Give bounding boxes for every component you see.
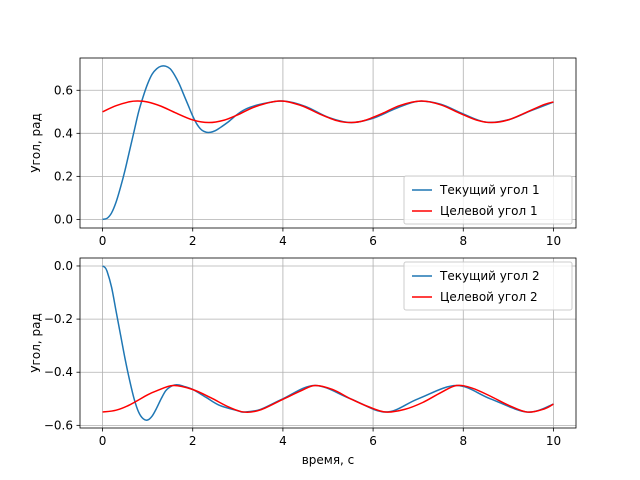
y-axis-label: Угол, рад (29, 313, 43, 373)
y-tick-label-0: 0.0 (54, 212, 73, 226)
x-axis-label: время, с (302, 453, 355, 467)
axes-frame (79, 57, 577, 229)
x-tick-label-5: 10 (546, 434, 561, 448)
y-tick-label-2: 0.4 (54, 126, 73, 140)
series-line-0 (102, 65, 554, 221)
x-tick-label-0: 0 (99, 234, 107, 248)
y-tick-label-3: −0.6 (44, 418, 73, 432)
x-tick-label-3: 6 (369, 434, 377, 448)
legend-box (403, 261, 573, 311)
legend: Текущий угол 2 Целевой угол 2 (403, 261, 573, 311)
series-line-1 (102, 100, 554, 124)
legend-entry-0: Текущий угол 2 (439, 269, 540, 283)
legend-box (403, 175, 573, 225)
y-tick-label-1: 0.2 (54, 169, 73, 183)
y-tick-label-1: −0.2 (44, 312, 73, 326)
bottom-subplot: 0 2 4 6 8 10 0.0 −0.2 −0.4 −0.6 Угол, рад время, с Т… (29, 257, 577, 467)
x-tick-label-0: 0 (99, 434, 107, 448)
x-tick-label-2: 4 (279, 234, 287, 248)
axes-frame (79, 257, 577, 429)
legend-entry-1: Целевой угол 1 (440, 204, 538, 218)
x-tick-label-1: 2 (189, 434, 197, 448)
x-tick-label-3: 6 (369, 234, 377, 248)
series-line-1 (102, 384, 554, 413)
top-subplot: 0 2 4 6 8 10 0.0 0.2 0.4 0.6 Угол, рад Текущий угол… (29, 57, 577, 248)
legend: Текущий угол 1 Целевой угол 1 (403, 175, 573, 225)
x-tick-label-4: 8 (459, 234, 467, 248)
legend-entry-1: Целевой угол 2 (440, 290, 538, 304)
y-tick-label-2: −0.4 (44, 365, 73, 379)
x-tick-label-5: 10 (546, 234, 561, 248)
y-tick-label-3: 0.6 (54, 83, 73, 97)
legend-entry-0: Текущий угол 1 (439, 183, 540, 197)
y-axis-label: Угол, рад (29, 113, 43, 173)
x-tick-label-2: 4 (279, 434, 287, 448)
y-tick-label-0: 0.0 (54, 259, 73, 273)
x-tick-label-1: 2 (189, 234, 197, 248)
x-tick-label-4: 8 (459, 434, 467, 448)
